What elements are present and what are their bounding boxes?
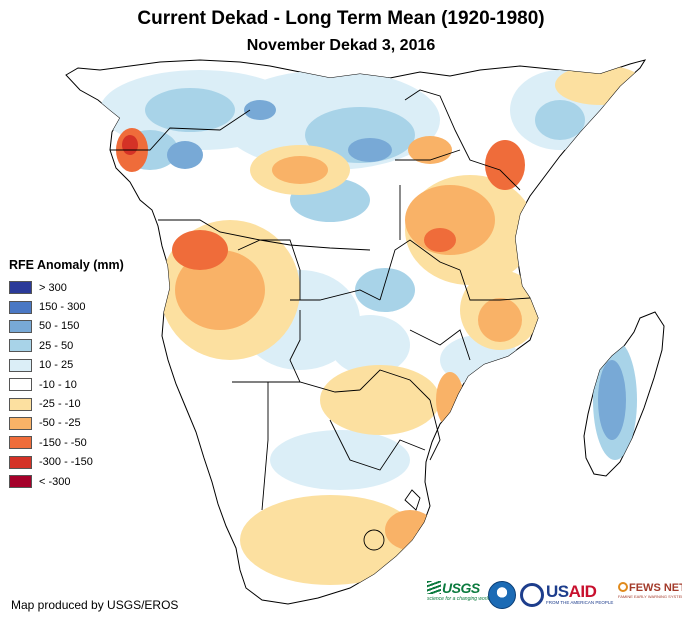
madagascar-field	[593, 340, 637, 460]
legend-label: < -300	[39, 475, 71, 488]
legend-label: 50 - 150	[39, 320, 80, 333]
legend-swatch	[9, 339, 32, 353]
credit-text: Map produced by USGS/EROS	[11, 598, 179, 612]
legend-label: -10 - 10	[39, 378, 77, 391]
legend-swatch	[9, 436, 32, 450]
legend-swatch	[9, 455, 32, 469]
legend-label: -50 - -25	[39, 417, 81, 430]
anomaly-field	[100, 65, 645, 585]
rainfall-anomaly-map	[65, 59, 665, 605]
country-borders	[110, 89, 531, 551]
legend-swatch	[9, 475, 32, 489]
usaid-seal-icon	[520, 583, 544, 607]
legend-item: -50 - -25	[9, 414, 169, 433]
legend-label: 150 - 300	[39, 301, 86, 314]
legend-label: -150 - -50	[39, 436, 87, 449]
fews-net-logo: FEWS NET FAMINE EARLY WARNING SYSTEMS NE…	[618, 582, 682, 599]
legend-swatch	[9, 281, 32, 295]
legend-rows: > 300 150 - 300 50 - 150 25 - 50 10 - 25 -10 …	[9, 278, 169, 491]
legend-swatch	[9, 319, 32, 333]
map-subtitle: November Dekad 3, 2016	[246, 37, 436, 54]
usgs-waves-icon	[427, 581, 441, 594]
legend-item: -300 - -150	[9, 453, 169, 472]
legend-label: 25 - 50	[39, 339, 74, 352]
legend-swatch	[9, 358, 32, 372]
usaid-logo: USAID FROM THE AMERICAN PEOPLE	[546, 582, 614, 605]
fews-ring-icon	[618, 582, 628, 592]
legend-item: -150 - -50	[9, 433, 169, 452]
legend-item: 10 - 25	[9, 356, 169, 375]
legend-swatch	[9, 378, 32, 392]
legend-item: 50 - 150	[9, 317, 169, 336]
legend-title: RFE Anomaly (mm)	[9, 258, 124, 272]
legend-item: < -300	[9, 472, 169, 491]
legend-swatch	[9, 300, 32, 314]
map-title: Current Dekad - Long Term Mean (1920-198…	[137, 8, 545, 29]
legend-swatch	[9, 416, 32, 430]
legend-label: > 300	[39, 281, 67, 294]
legend: RFE Anomaly (mm) > 300 150 - 300 50 - 150 2…	[9, 258, 169, 491]
legend-item: > 300	[9, 278, 169, 297]
legend-item: 25 - 50	[9, 336, 169, 355]
logo-strip: USGS science for a changing world USAID …	[425, 580, 682, 616]
legend-label: -25 - -10	[39, 398, 81, 411]
legend-swatch	[9, 397, 32, 411]
legend-item: 150 - 300	[9, 297, 169, 316]
legend-item: -10 - 10	[9, 375, 169, 394]
legend-label: -300 - -150	[39, 456, 93, 469]
legend-label: 10 - 25	[39, 359, 74, 372]
legend-item: -25 - -10	[9, 394, 169, 413]
usgs-logo: USGS science for a changing world	[427, 580, 491, 602]
noaa-logo-icon	[488, 581, 516, 609]
